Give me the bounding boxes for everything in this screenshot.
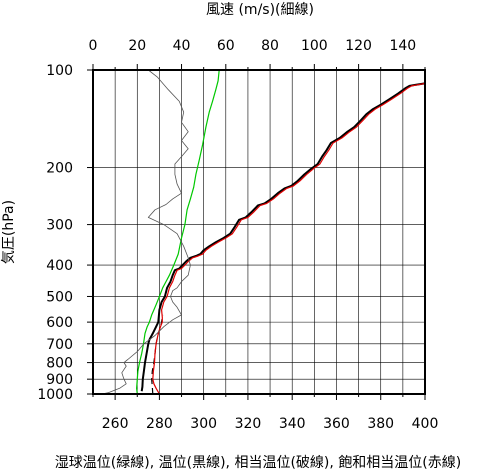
y-tick-label: 800 xyxy=(46,356,73,372)
series-line-1 xyxy=(136,69,220,395)
x-tick-label-bottom: 400 xyxy=(412,416,439,432)
x-tick-label-bottom: 300 xyxy=(190,416,217,432)
x-tick-label-top: 140 xyxy=(389,38,416,54)
x-tick-label-bottom: 260 xyxy=(102,416,129,432)
x-tick-label-top: 40 xyxy=(173,38,191,54)
y-tick-label: 400 xyxy=(46,258,73,274)
series-line-4 xyxy=(152,82,426,395)
plot-frame xyxy=(92,69,426,395)
y-tick-label: 100 xyxy=(46,63,73,79)
x-tick-label-top: 100 xyxy=(301,38,328,54)
x-axis-title: 湿球温位(緑線), 温位(黒線), 相当温位(破線), 飽和相当温位(赤線) xyxy=(55,454,461,471)
y-tick-label: 500 xyxy=(46,289,73,305)
y-tick-label: 300 xyxy=(46,218,73,234)
y-tick-label: 600 xyxy=(46,315,73,331)
y-tick-label: 200 xyxy=(46,161,73,177)
x-tick-label-top: 120 xyxy=(345,38,372,54)
x-tick-label-bottom: 360 xyxy=(323,416,350,432)
x-tick-label-bottom: 280 xyxy=(146,416,173,432)
y-tick-label: 700 xyxy=(46,337,73,353)
x-tick-label-top: 20 xyxy=(128,38,146,54)
x-tick-label-bottom: 320 xyxy=(235,416,262,432)
series-line-5 xyxy=(101,69,191,395)
x-tick-label-bottom: 340 xyxy=(279,416,306,432)
x-tick-label-top: 80 xyxy=(261,38,279,54)
x-tick-label-top: 60 xyxy=(217,38,235,54)
top-axis-title: 風速 (m/s)(細線) xyxy=(206,2,314,18)
series-line-2 xyxy=(140,82,426,392)
axes: 260 280 300 320 340 360 380 400 0 20 40 60 80 100 120 1… xyxy=(37,38,438,432)
x-tick-label-top: 0 xyxy=(89,38,98,54)
x-tick-label-bottom: 380 xyxy=(367,416,394,432)
series-layer xyxy=(101,69,426,395)
y-tick-label: 1000 xyxy=(37,387,73,403)
y-tick-label: 900 xyxy=(46,372,73,388)
y-axis-title: 気圧(hPa) xyxy=(1,200,17,264)
